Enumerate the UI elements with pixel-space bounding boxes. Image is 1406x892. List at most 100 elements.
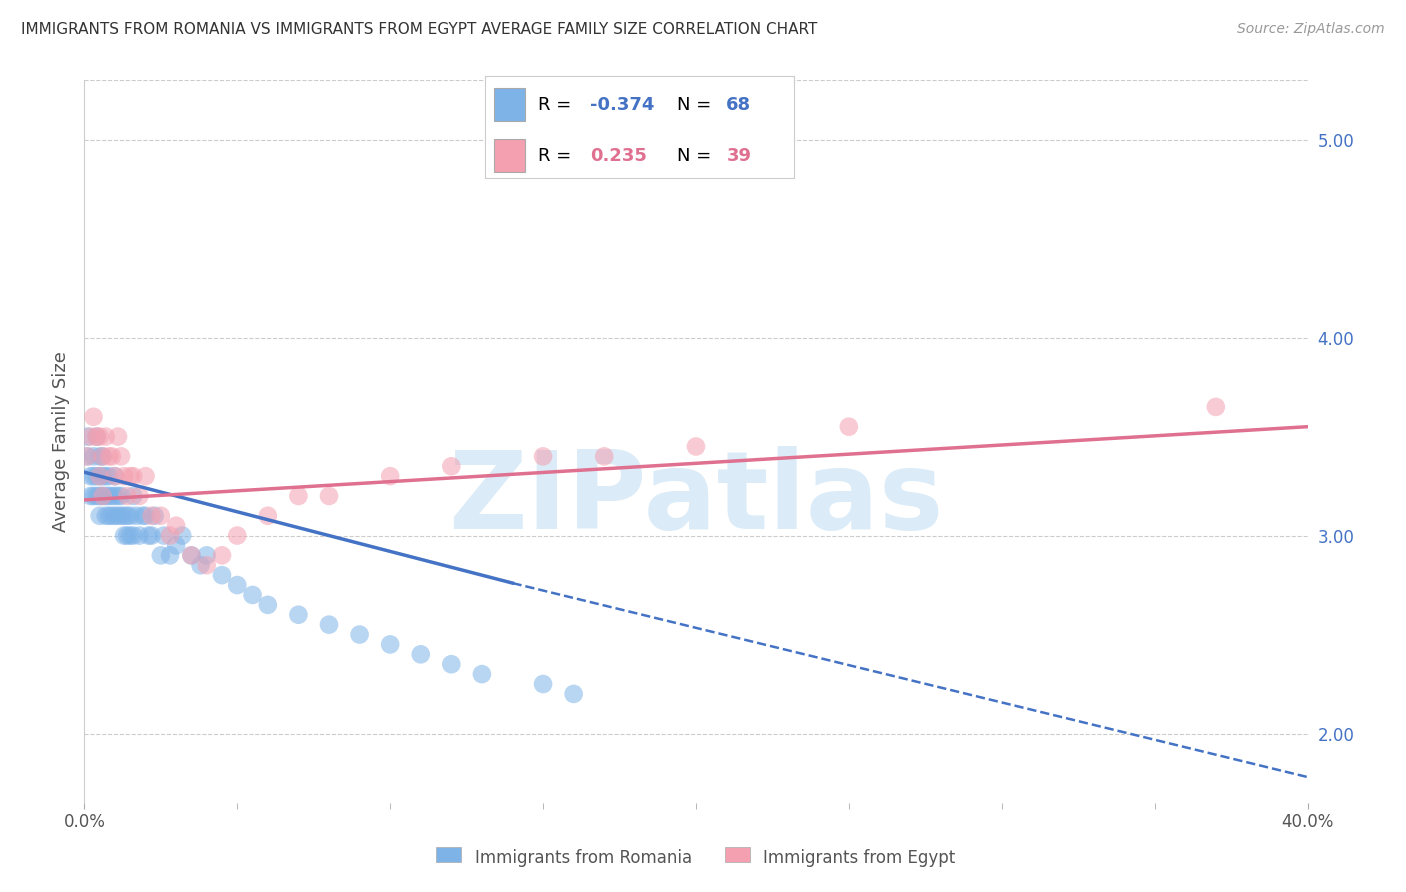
Point: [165, 518, 187, 533]
Point: [149, 549, 172, 563]
FancyBboxPatch shape: [495, 88, 526, 121]
Text: IMMIGRANTS FROM ROMANIA VS IMMIGRANTS FROM EGYPT AVERAGE FAMILY SIZE CORRELATION: IMMIGRANTS FROM ROMANIA VS IMMIGRANTS FR…: [21, 22, 817, 37]
Point: [104, 489, 127, 503]
Point: [104, 508, 127, 523]
Point: [593, 450, 616, 464]
Point: [115, 508, 138, 523]
Point: [380, 637, 402, 651]
Text: 68: 68: [727, 95, 751, 113]
Point: [141, 528, 163, 542]
Point: [115, 489, 138, 503]
Point: [128, 528, 150, 542]
Point: [471, 667, 494, 681]
Point: [91, 469, 114, 483]
Point: [86, 429, 108, 443]
Point: [89, 429, 111, 443]
Point: [120, 469, 142, 483]
Point: [318, 617, 340, 632]
Point: [190, 558, 212, 573]
Point: [138, 528, 160, 542]
Point: [159, 549, 181, 563]
Point: [79, 489, 101, 503]
Point: [287, 489, 309, 503]
Point: [86, 489, 108, 503]
Point: [101, 489, 124, 503]
Point: [79, 469, 101, 483]
Point: [76, 429, 98, 443]
Point: [79, 429, 101, 443]
Text: R =: R =: [537, 147, 576, 165]
Point: [1205, 400, 1227, 414]
Point: [180, 549, 202, 563]
Point: [91, 489, 114, 503]
Point: [83, 469, 105, 483]
Point: [110, 489, 132, 503]
Point: [257, 598, 280, 612]
Point: [440, 459, 463, 474]
Point: [83, 409, 105, 424]
Point: [242, 588, 264, 602]
Point: [110, 450, 132, 464]
Point: [122, 469, 145, 483]
Point: [120, 508, 142, 523]
Point: [89, 489, 111, 503]
Point: [107, 489, 129, 503]
Point: [685, 440, 707, 454]
Point: [107, 508, 129, 523]
Point: [380, 469, 402, 483]
Point: [195, 558, 218, 573]
Point: [122, 489, 145, 503]
Text: R =: R =: [537, 95, 576, 113]
Point: [153, 528, 176, 542]
Point: [104, 469, 127, 483]
Point: [211, 549, 233, 563]
Legend: Immigrants from Romania, Immigrants from Egypt: Immigrants from Romania, Immigrants from…: [430, 843, 962, 874]
Point: [409, 648, 432, 662]
Point: [149, 508, 172, 523]
Text: ZIPatlas: ZIPatlas: [449, 446, 943, 552]
Point: [135, 469, 157, 483]
Point: [226, 528, 249, 542]
Point: [97, 489, 120, 503]
Point: [349, 627, 371, 641]
Point: [440, 657, 463, 672]
Point: [211, 568, 233, 582]
Point: [115, 528, 138, 542]
Point: [104, 469, 127, 483]
Point: [76, 450, 98, 464]
Point: [838, 419, 860, 434]
Point: [165, 539, 187, 553]
Point: [89, 469, 111, 483]
Point: [257, 508, 280, 523]
Y-axis label: Average Family Size: Average Family Size: [52, 351, 70, 532]
Point: [86, 429, 108, 443]
Point: [122, 528, 145, 542]
Point: [97, 508, 120, 523]
Point: [110, 508, 132, 523]
Point: [91, 450, 114, 464]
Point: [97, 450, 120, 464]
Text: 0.235: 0.235: [591, 147, 647, 165]
Point: [94, 489, 117, 503]
Point: [94, 469, 117, 483]
Point: [112, 469, 135, 483]
Point: [318, 489, 340, 503]
Point: [531, 450, 554, 464]
Point: [531, 677, 554, 691]
Point: [128, 489, 150, 503]
Point: [91, 450, 114, 464]
Point: [89, 450, 111, 464]
Point: [101, 450, 124, 464]
Point: [120, 528, 142, 542]
Point: [143, 508, 166, 523]
Point: [94, 429, 117, 443]
FancyBboxPatch shape: [495, 139, 526, 172]
Text: N =: N =: [676, 95, 717, 113]
Point: [159, 528, 181, 542]
Point: [226, 578, 249, 592]
Point: [101, 508, 124, 523]
Point: [135, 508, 157, 523]
Point: [562, 687, 585, 701]
Point: [97, 469, 120, 483]
Point: [107, 429, 129, 443]
